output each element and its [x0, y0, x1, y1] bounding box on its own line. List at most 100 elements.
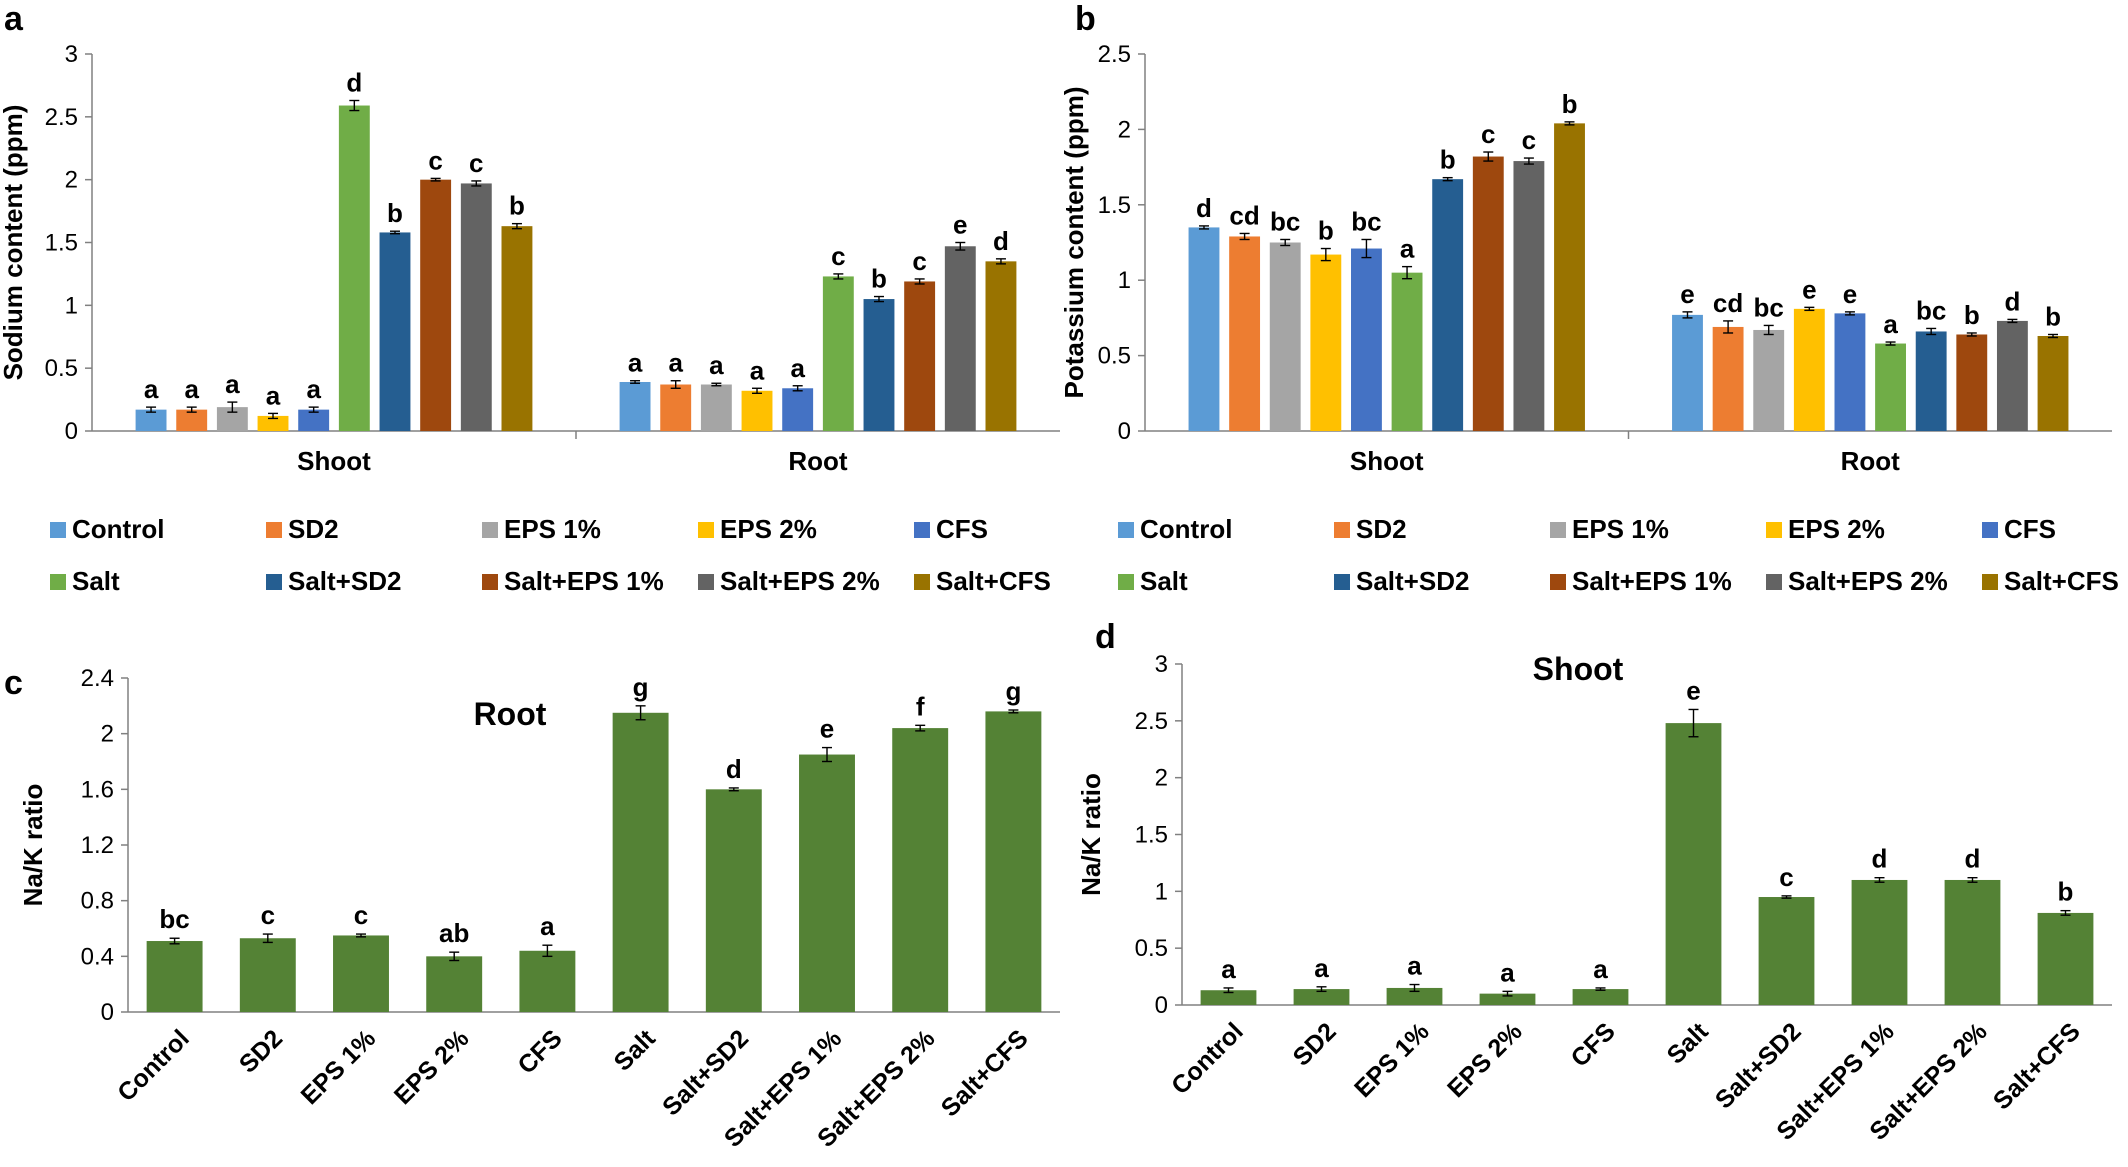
panel-d-y-tick-label: 2.5: [1135, 708, 1168, 735]
panel-d-x-tick-label: Salt+CFS: [1988, 1017, 2086, 1115]
panel-a-legend-label: Control: [72, 514, 164, 544]
panel-a-bar: [501, 226, 533, 431]
panel-a-bar: [216, 407, 248, 431]
panel-d-x-tick-label: Control: [1166, 1017, 1249, 1100]
panel-a-bar: [460, 183, 492, 431]
panel-a-legend-swatch: [698, 574, 714, 590]
panel-b-group-label: Shoot: [1350, 446, 1424, 476]
panel-b-legend-label: Salt: [1140, 566, 1188, 596]
panel-b-significance-letter: b: [1440, 145, 1456, 175]
panel-b-significance-letter: e: [1680, 279, 1694, 309]
panel-b-legend-label: Control: [1140, 514, 1232, 544]
panel-b-significance-letter: bc: [1351, 206, 1381, 236]
panel-b-legend-label: EPS 2%: [1788, 514, 1885, 544]
panel-a-legend-swatch: [482, 574, 498, 590]
panel-a-significance-letter: a: [266, 380, 281, 410]
panel-c-y-tick-label: 1.2: [81, 832, 114, 859]
panel-a-significance-letter: a: [144, 374, 159, 404]
panel-b-legend-label: Salt+EPS 2%: [1788, 566, 1948, 596]
panel-b-bar: [1432, 179, 1464, 431]
panel-d-significance-letter: a: [1407, 951, 1422, 981]
panel-a-bar: [660, 384, 692, 431]
panel-a-y-tick-label: 2: [65, 167, 78, 194]
panel-a-significance-letter: d: [346, 67, 362, 97]
panel-b-bar: [1915, 331, 1947, 431]
panel-b-bar: [1391, 272, 1423, 431]
panel-b-significance-letter: e: [1802, 274, 1816, 304]
panel-b-bar: [1834, 313, 1866, 431]
panel-a-significance-letter: c: [831, 241, 845, 271]
panel-a-bar: [822, 276, 854, 431]
panel-a-significance-letter: c: [912, 246, 926, 276]
panel-c-x-tick-label: CFS: [512, 1024, 567, 1079]
panel-a-significance-letter: a: [668, 348, 683, 378]
panel-a-bar: [338, 105, 370, 432]
panel-b-bar: [1996, 320, 2028, 431]
panel-a-legend-label: Salt+CFS: [936, 566, 1051, 596]
panel-b-significance-letter: cd: [1713, 288, 1743, 318]
panel-b-bar: [1753, 329, 1785, 431]
panel-c-significance-letter: c: [354, 900, 368, 930]
panel-b-bar: [1188, 227, 1220, 431]
panel-a: a Sodium content (ppm) 0 0.5 1 1.5 2 2.5 3 Shoot a…: [0, 0, 1060, 596]
panel-b-group-label: Root: [1841, 446, 1901, 476]
panel-b-bar: [1554, 123, 1585, 432]
panel-a-legend-label: Salt+EPS 2%: [720, 566, 880, 596]
panel-a-y-axis-label: Sodium content (ppm): [0, 105, 28, 381]
panel-b-significance-letter: e: [1843, 279, 1857, 309]
panel-b-significance-letter: cd: [1229, 200, 1259, 230]
panel-c-x-tick-label: EPS 2%: [389, 1024, 475, 1110]
panel-a-significance-letter: a: [184, 374, 199, 404]
panel-d-significance-letter: b: [2058, 877, 2074, 907]
panel-b-legend-label: Salt+SD2: [1356, 566, 1469, 596]
panel-b-significance-letter: b: [1964, 300, 1980, 330]
panel-b-significance-letter: c: [1481, 119, 1495, 149]
panel-d-significance-letter: c: [1779, 862, 1793, 892]
panel-b-significance-letter: a: [1883, 309, 1898, 339]
panel-a-bar: [985, 261, 1017, 431]
panel-d-bar: [1944, 879, 2001, 1005]
panel-a-group-label: Shoot: [297, 446, 371, 476]
panel-c-significance-letter: e: [820, 714, 834, 744]
panel-d-significance-letter: a: [1500, 957, 1515, 987]
panel-c-letter: c: [4, 664, 23, 702]
panel-c-x-tick-label: Salt: [609, 1024, 662, 1077]
panel-a-significance-letter: a: [225, 369, 240, 399]
panel-c-bar: [985, 711, 1042, 1012]
panel-a-legend-label: Salt+SD2: [288, 566, 401, 596]
panel-c-bar: [519, 950, 576, 1012]
panel-b-legend-label: EPS 1%: [1572, 514, 1669, 544]
panel-b-y-tick-label: 1: [1118, 267, 1131, 294]
panel-b-legend-swatch: [1118, 574, 1134, 590]
panel-b-bar: [1672, 314, 1703, 431]
panel-c-y-tick-label: 2: [101, 721, 114, 748]
panel-a-legend-swatch: [482, 522, 498, 538]
panel-d-x-tick-label: Salt: [1662, 1017, 1715, 1070]
panel-b: b Potassium content (ppm) 0 0.5 1 1.5 2 2.5 Shoo…: [1059, 0, 2119, 596]
panel-a-legend-swatch: [50, 574, 66, 590]
panel-b-significance-letter: b: [1562, 89, 1578, 119]
panel-a-significance-letter: a: [790, 353, 805, 383]
panel-a-legend-label: Salt: [72, 566, 120, 596]
panel-d-x-tick-label: EPS 1%: [1349, 1017, 1435, 1103]
panel-a-bar: [782, 388, 814, 431]
panel-a-significance-letter: b: [871, 264, 887, 294]
panel-c-significance-letter: a: [540, 911, 555, 941]
panel-d-letter: d: [1095, 618, 1116, 656]
panel-c-significance-letter: ab: [439, 918, 469, 948]
panel-d-y-tick-label: 0.5: [1135, 935, 1168, 962]
panel-b-bar: [1712, 326, 1744, 431]
panel-c-x-tick-label: Control: [112, 1024, 195, 1107]
panel-d-title: Shoot: [1533, 651, 1624, 687]
panel-c-y-tick-label: 1.6: [81, 776, 114, 803]
panel-a-significance-letter: d: [993, 226, 1009, 256]
panel-b-y-tick-label: 0: [1118, 418, 1131, 445]
panel-c-bar: [799, 754, 855, 1012]
panel-c-y-tick-label: 0: [101, 999, 114, 1026]
panel-d-y-tick-label: 1.5: [1135, 822, 1168, 849]
panel-c-y-tick-label: 2.4: [81, 665, 114, 692]
panel-b-bar: [1956, 334, 1988, 431]
panel-a-legend-swatch: [266, 574, 282, 590]
panel-d-y-tick-label: 3: [1155, 651, 1168, 678]
